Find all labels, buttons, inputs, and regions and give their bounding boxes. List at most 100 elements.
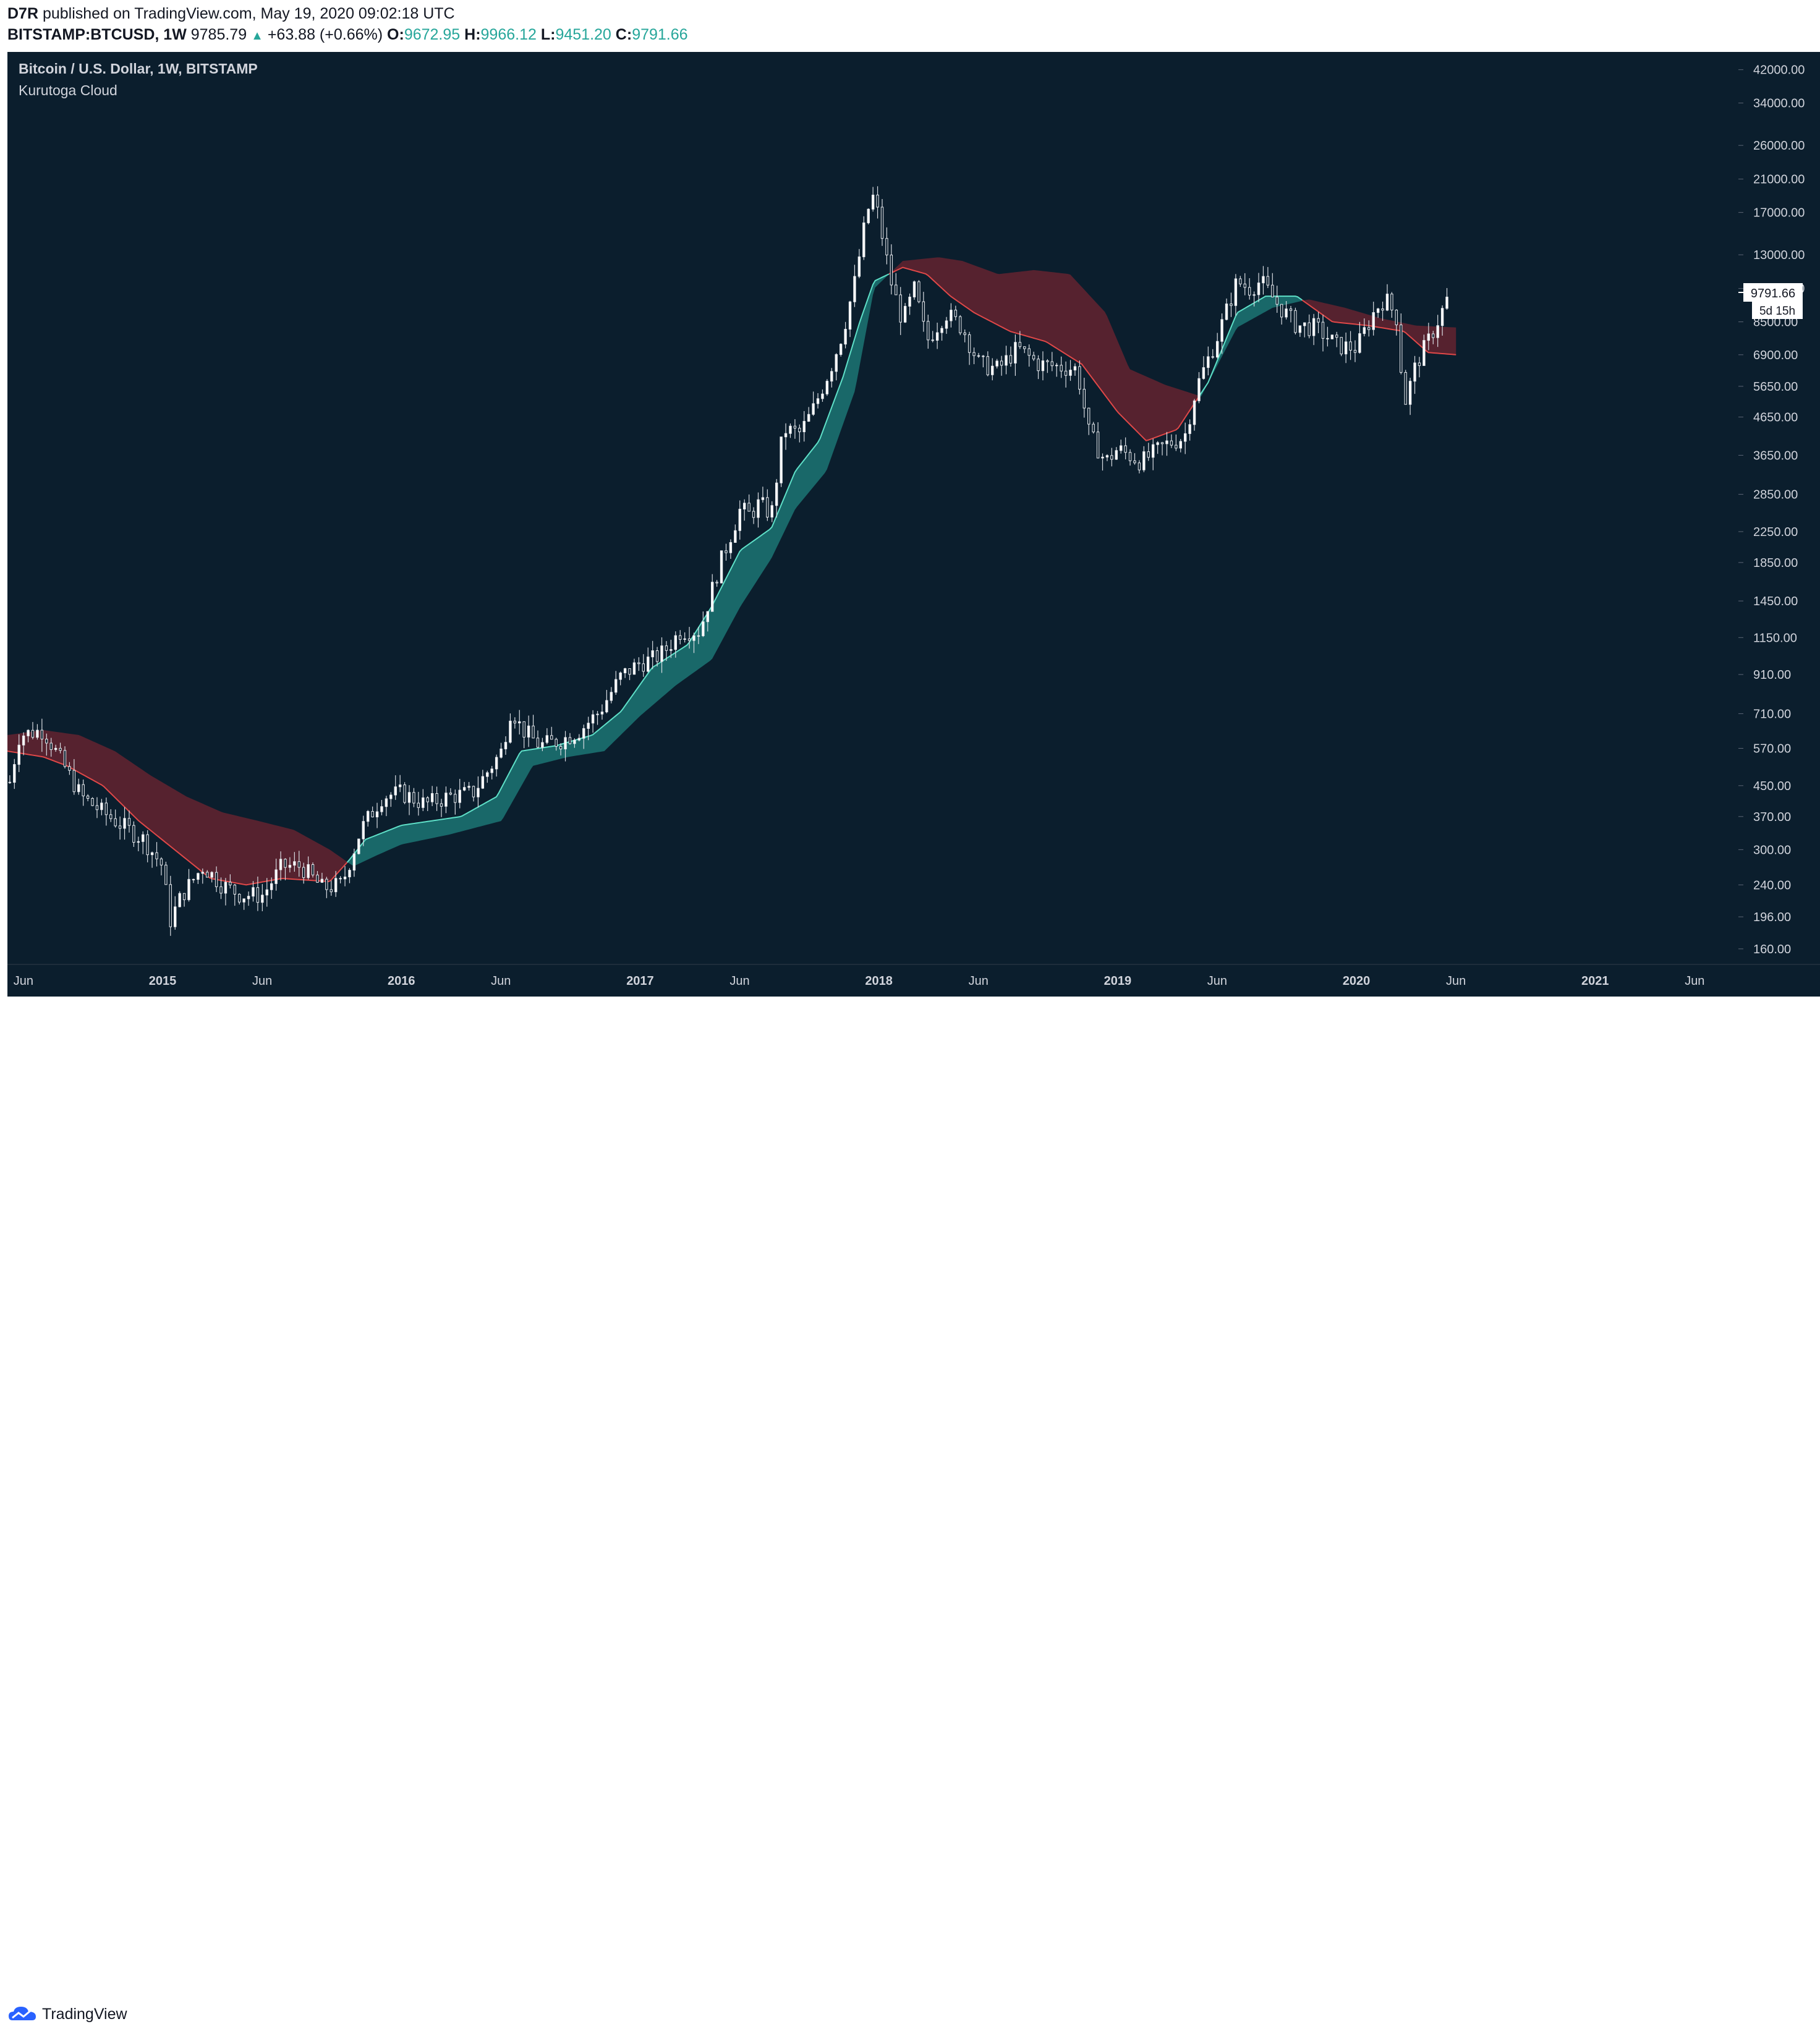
ohlc-line: BITSTAMP:BTCUSD, 1W 9785.79 ▲ +63.88 (+0… <box>7 26 688 44</box>
candle-body <box>398 785 402 788</box>
y-tick-label: 570.00 <box>1753 742 1791 756</box>
candle-body <box>49 742 53 750</box>
time-axis[interactable]: Jun 2015 Jun 2016 Jun 2017 Jun 2018 Jun 2019 Jun 20… <box>7 964 1820 988</box>
candle-body <box>316 874 319 883</box>
x-tick-label: Jun <box>491 974 511 988</box>
price-chart[interactable]: 42000.00 34000.00 26000.00 21000.00 17000.00… <box>0 51 1820 998</box>
author-name[interactable]: D7R <box>7 5 39 22</box>
candle-body <box>1239 278 1242 284</box>
candle-body <box>816 398 820 404</box>
candle-body <box>1128 452 1132 461</box>
candle-body <box>22 735 25 746</box>
candle-body <box>674 635 677 650</box>
candle-body <box>150 852 154 856</box>
candle-body <box>1160 442 1164 444</box>
candle-body <box>839 344 843 355</box>
candle-body <box>1266 276 1270 286</box>
candle-body <box>142 834 145 842</box>
candle-body <box>27 729 30 736</box>
candle-body <box>959 316 962 333</box>
candle-body <box>950 310 953 321</box>
candle-body <box>444 793 448 807</box>
candle-body <box>1252 294 1256 296</box>
candle-body <box>1110 455 1113 460</box>
candle-body <box>449 793 453 795</box>
candle-body <box>1234 278 1238 306</box>
candle-body <box>1207 356 1210 368</box>
candle-body <box>1124 445 1127 453</box>
candle-body <box>1408 381 1412 405</box>
candle-body <box>197 873 200 880</box>
low-value: 9451.20 <box>555 26 611 43</box>
candle-body <box>564 737 567 750</box>
candle-body <box>1344 341 1348 355</box>
candle-body <box>752 511 755 518</box>
candle-body <box>394 786 397 796</box>
candle-body <box>1014 342 1017 364</box>
candle-body <box>440 803 443 807</box>
candle-body <box>1092 423 1095 433</box>
candle-body <box>1422 340 1426 366</box>
candle-body <box>862 222 865 257</box>
y-tick-label: 160.00 <box>1753 943 1791 956</box>
candle-body <box>825 381 829 394</box>
candle-body <box>890 254 893 286</box>
symbol-label[interactable]: BITSTAMP:BTCUSD, 1W <box>7 26 187 43</box>
candle-body <box>1367 327 1371 330</box>
publish-line: D7R published on TradingView.com, May 19… <box>7 5 455 23</box>
candle-body <box>1018 342 1022 347</box>
candle-body <box>527 725 530 738</box>
candle-body <box>233 885 236 895</box>
candle-body <box>945 320 948 329</box>
candle-body <box>403 785 406 803</box>
y-tick-label: 370.00 <box>1753 810 1791 824</box>
x-tick-label: Jun <box>729 974 749 988</box>
candle-body <box>536 738 540 748</box>
candle-body <box>330 889 333 893</box>
y-tick-label: 300.00 <box>1753 843 1791 857</box>
candle-body <box>835 354 838 372</box>
y-tick-label: 2850.00 <box>1753 488 1798 502</box>
candle-body <box>1358 333 1361 353</box>
candle-body <box>182 893 186 900</box>
candle-body <box>1418 362 1421 366</box>
candle-body <box>967 334 971 353</box>
candle-body <box>1445 296 1448 309</box>
candle-body <box>210 872 213 878</box>
candle-body <box>127 818 131 826</box>
candle-body <box>885 238 888 255</box>
cloud-fast-line <box>1301 299 1456 355</box>
last-price-label-box <box>1743 283 1803 302</box>
price-axis[interactable]: 42000.00 34000.00 26000.00 21000.00 17000.00… <box>1738 64 1805 956</box>
candle-body <box>1060 365 1063 372</box>
candle-body <box>82 784 85 797</box>
candle-body <box>343 877 347 880</box>
y-tick-label: 21000.00 <box>1753 173 1805 187</box>
candle-body <box>559 746 563 750</box>
candle-body <box>1147 451 1150 458</box>
candle-body <box>192 878 195 880</box>
candle-body <box>1436 325 1439 338</box>
candle-body <box>454 794 457 803</box>
candle-body <box>995 360 998 367</box>
candle-body <box>270 883 273 890</box>
last-price-label: 9791.66 5d 15h <box>1738 283 1803 319</box>
tradingview-brand[interactable]: TradingView <box>42 2005 127 2023</box>
candle-body <box>1400 325 1403 373</box>
x-tick-label: 2020 <box>1343 974 1371 988</box>
candle-body <box>1404 372 1407 405</box>
candle-body <box>1308 322 1311 336</box>
candle-body <box>389 794 393 799</box>
candle-body <box>610 692 613 701</box>
candle-body <box>1087 407 1091 425</box>
price-axis-background <box>1738 52 1820 998</box>
chart-area[interactable]: 42000.00 34000.00 26000.00 21000.00 17000.00… <box>0 51 1820 998</box>
y-tick-label: 5650.00 <box>1753 380 1798 394</box>
candle-body <box>472 786 475 797</box>
candle-body <box>821 393 824 399</box>
candle-body <box>430 793 434 802</box>
candle-body <box>45 739 48 744</box>
candle-body <box>362 821 365 840</box>
candle-body <box>757 499 760 518</box>
tradingview-cloud-icon[interactable] <box>7 2004 40 2024</box>
